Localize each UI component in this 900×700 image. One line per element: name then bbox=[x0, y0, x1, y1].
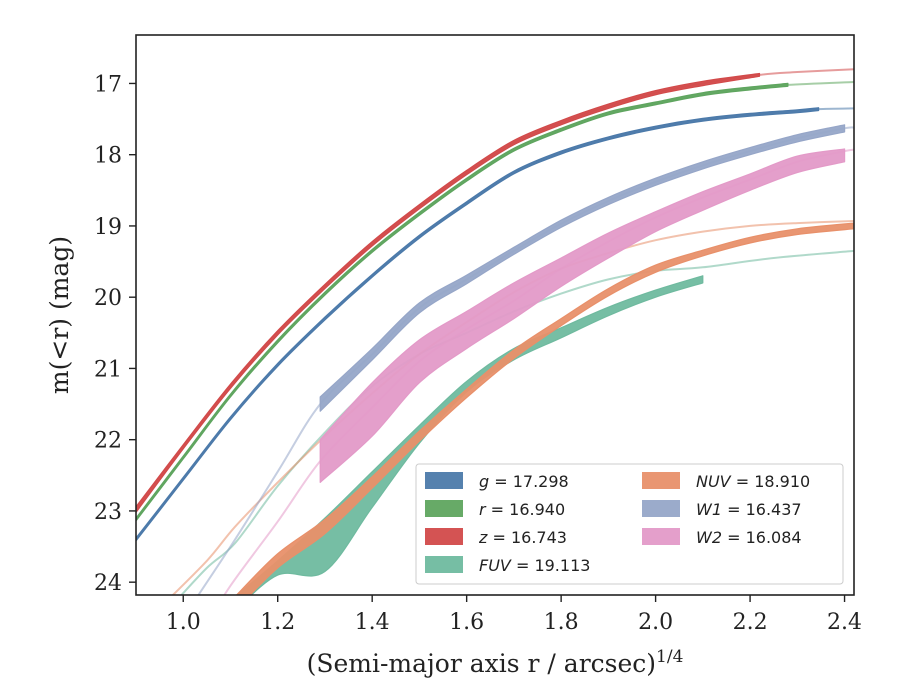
x-tick-label: 2.4 bbox=[827, 610, 862, 635]
series-band bbox=[235, 275, 704, 595]
plot-frame bbox=[135, 34, 855, 596]
legend-label: g = 17.298 bbox=[479, 472, 569, 491]
series-2 bbox=[136, 68, 854, 513]
series-band bbox=[136, 82, 789, 522]
legend-swatch bbox=[425, 528, 463, 545]
y-tick-label: 17 bbox=[94, 72, 122, 97]
legend-label: W2 = 16.084 bbox=[696, 528, 802, 547]
y-tick-label: 24 bbox=[94, 571, 122, 596]
y-tick-label: 23 bbox=[94, 500, 122, 525]
y-tick-label: 20 bbox=[94, 286, 122, 311]
x-tick-label: 1.4 bbox=[355, 610, 390, 635]
series-band bbox=[319, 148, 846, 483]
y-axis: 17 18 19 20 21 22 23 24 bbox=[94, 72, 136, 596]
legend: g = 17.298 r = 16.940 z = 16.743 FUV = 19.1… bbox=[415, 463, 844, 585]
legend-swatch bbox=[642, 528, 680, 545]
y-tick-label: 22 bbox=[94, 429, 122, 454]
legend-swatch bbox=[642, 472, 680, 489]
legend-label: W1 = 16.437 bbox=[696, 500, 802, 519]
y-tick-label: 19 bbox=[94, 215, 122, 240]
legend-swatch bbox=[425, 556, 463, 573]
y-tick-label: 21 bbox=[94, 357, 122, 382]
x-tick-label: 2.0 bbox=[638, 610, 673, 635]
series-1 bbox=[136, 81, 854, 522]
x-tick-label: 2.2 bbox=[733, 610, 768, 635]
legend-frame bbox=[415, 463, 844, 585]
series-5 bbox=[197, 124, 854, 595]
series-band bbox=[136, 107, 820, 542]
series-model-line bbox=[136, 68, 854, 511]
legend-swatch bbox=[425, 472, 463, 489]
series-band bbox=[319, 124, 846, 412]
x-tick-label: 1.2 bbox=[260, 610, 295, 635]
x-tick-label: 1.8 bbox=[544, 610, 579, 635]
series-band bbox=[136, 72, 761, 513]
series-6 bbox=[223, 148, 854, 595]
x-axis: 1.0 1.2 1.4 1.6 1.8 2.0 2.2 2.4 bbox=[166, 595, 862, 635]
legend-swatch bbox=[425, 500, 463, 517]
y-axis-label: m(<r) (mag) bbox=[45, 236, 74, 394]
series-0 bbox=[136, 107, 854, 542]
legend-label: NUV = 18.910 bbox=[696, 472, 810, 491]
y-tick-label: 18 bbox=[94, 144, 122, 169]
legend-label: z = 16.743 bbox=[478, 528, 567, 547]
x-tick-label: 1.6 bbox=[449, 610, 484, 635]
legend-label: FUV = 19.113 bbox=[479, 556, 590, 575]
legend-label: r = 16.940 bbox=[479, 500, 565, 519]
legend-swatch bbox=[642, 500, 680, 517]
series-layer bbox=[136, 68, 854, 595]
x-axis-label: (Semi-major axis r / arcsec)1/4 bbox=[307, 647, 684, 678]
x-tick-label: 1.0 bbox=[166, 610, 201, 635]
